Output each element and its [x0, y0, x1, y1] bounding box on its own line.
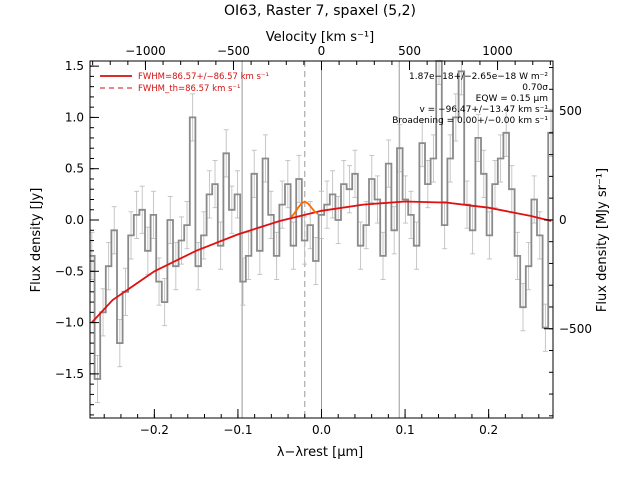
y-tick-label: −1.0: [55, 316, 84, 330]
x-tick-label: −0.2: [140, 423, 169, 437]
gaussian-fit-line: [290, 200, 319, 218]
y-tick-label: 0.5: [65, 162, 84, 176]
y-tick-label: 0.0: [65, 213, 84, 227]
y2-tick-label: 500: [559, 104, 582, 118]
y2-axis-title: Flux density [MJy sr⁻¹]: [595, 168, 610, 312]
y-axis-title: Flux density [Jy]: [29, 188, 44, 293]
x2-tick-label: 500: [398, 44, 421, 58]
reference-lines: [241, 61, 400, 418]
y-tick-label: −0.5: [55, 264, 84, 278]
y-tick-label: −1.5: [55, 367, 84, 381]
chart-title: OI63, Raster 7, spaxel (5,2): [224, 3, 416, 19]
annotation-eqw: EQW = 0.15 μm: [476, 94, 548, 104]
annotation-velocity: v = −96.47+/−13.47 km s⁻¹: [419, 105, 548, 115]
x-tick-label: 0.0: [312, 423, 331, 437]
spectrum-line: [90, 60, 553, 380]
axes-ticks: −0.2 −0.1 0.0 0.1 0.2 −1000 −500 0 500 1000 1.5 1.0…: [55, 44, 592, 437]
legend-label-fwhm-th: FWHM_th=86.57 km s⁻¹: [138, 84, 240, 94]
x-axis-title: λ−λrest [μm]: [277, 445, 363, 460]
annotation-line-flux: 1.87e−18+/−2.65e−18 W m⁻²: [409, 72, 548, 82]
x-tick-label: 0.2: [479, 423, 498, 437]
x2-axis-title: Velocity [km s⁻¹]: [266, 30, 374, 45]
x-tick-label: 0.1: [396, 423, 415, 437]
x2-tick-label: 1000: [482, 44, 513, 58]
annotation-sigma: 0.70σ: [522, 83, 548, 93]
continuum-fit-line: [91, 200, 552, 324]
x2-tick-label: −1000: [125, 44, 166, 58]
y2-tick-label: 0: [559, 213, 567, 227]
y-tick-label: 1.0: [65, 110, 84, 124]
x-tick-label: −0.1: [223, 423, 252, 437]
x2-tick-label: 0: [318, 44, 326, 58]
legend-label-fwhm: FWHM=86.57+/−86.57 km s⁻¹: [138, 72, 269, 82]
annotation-broadening: Broadening = 0.00+/−0.00 km s⁻¹: [392, 116, 548, 126]
y2-tick-label: −500: [559, 322, 592, 336]
x2-tick-label: −500: [217, 44, 250, 58]
y-tick-label: 1.5: [65, 59, 84, 73]
